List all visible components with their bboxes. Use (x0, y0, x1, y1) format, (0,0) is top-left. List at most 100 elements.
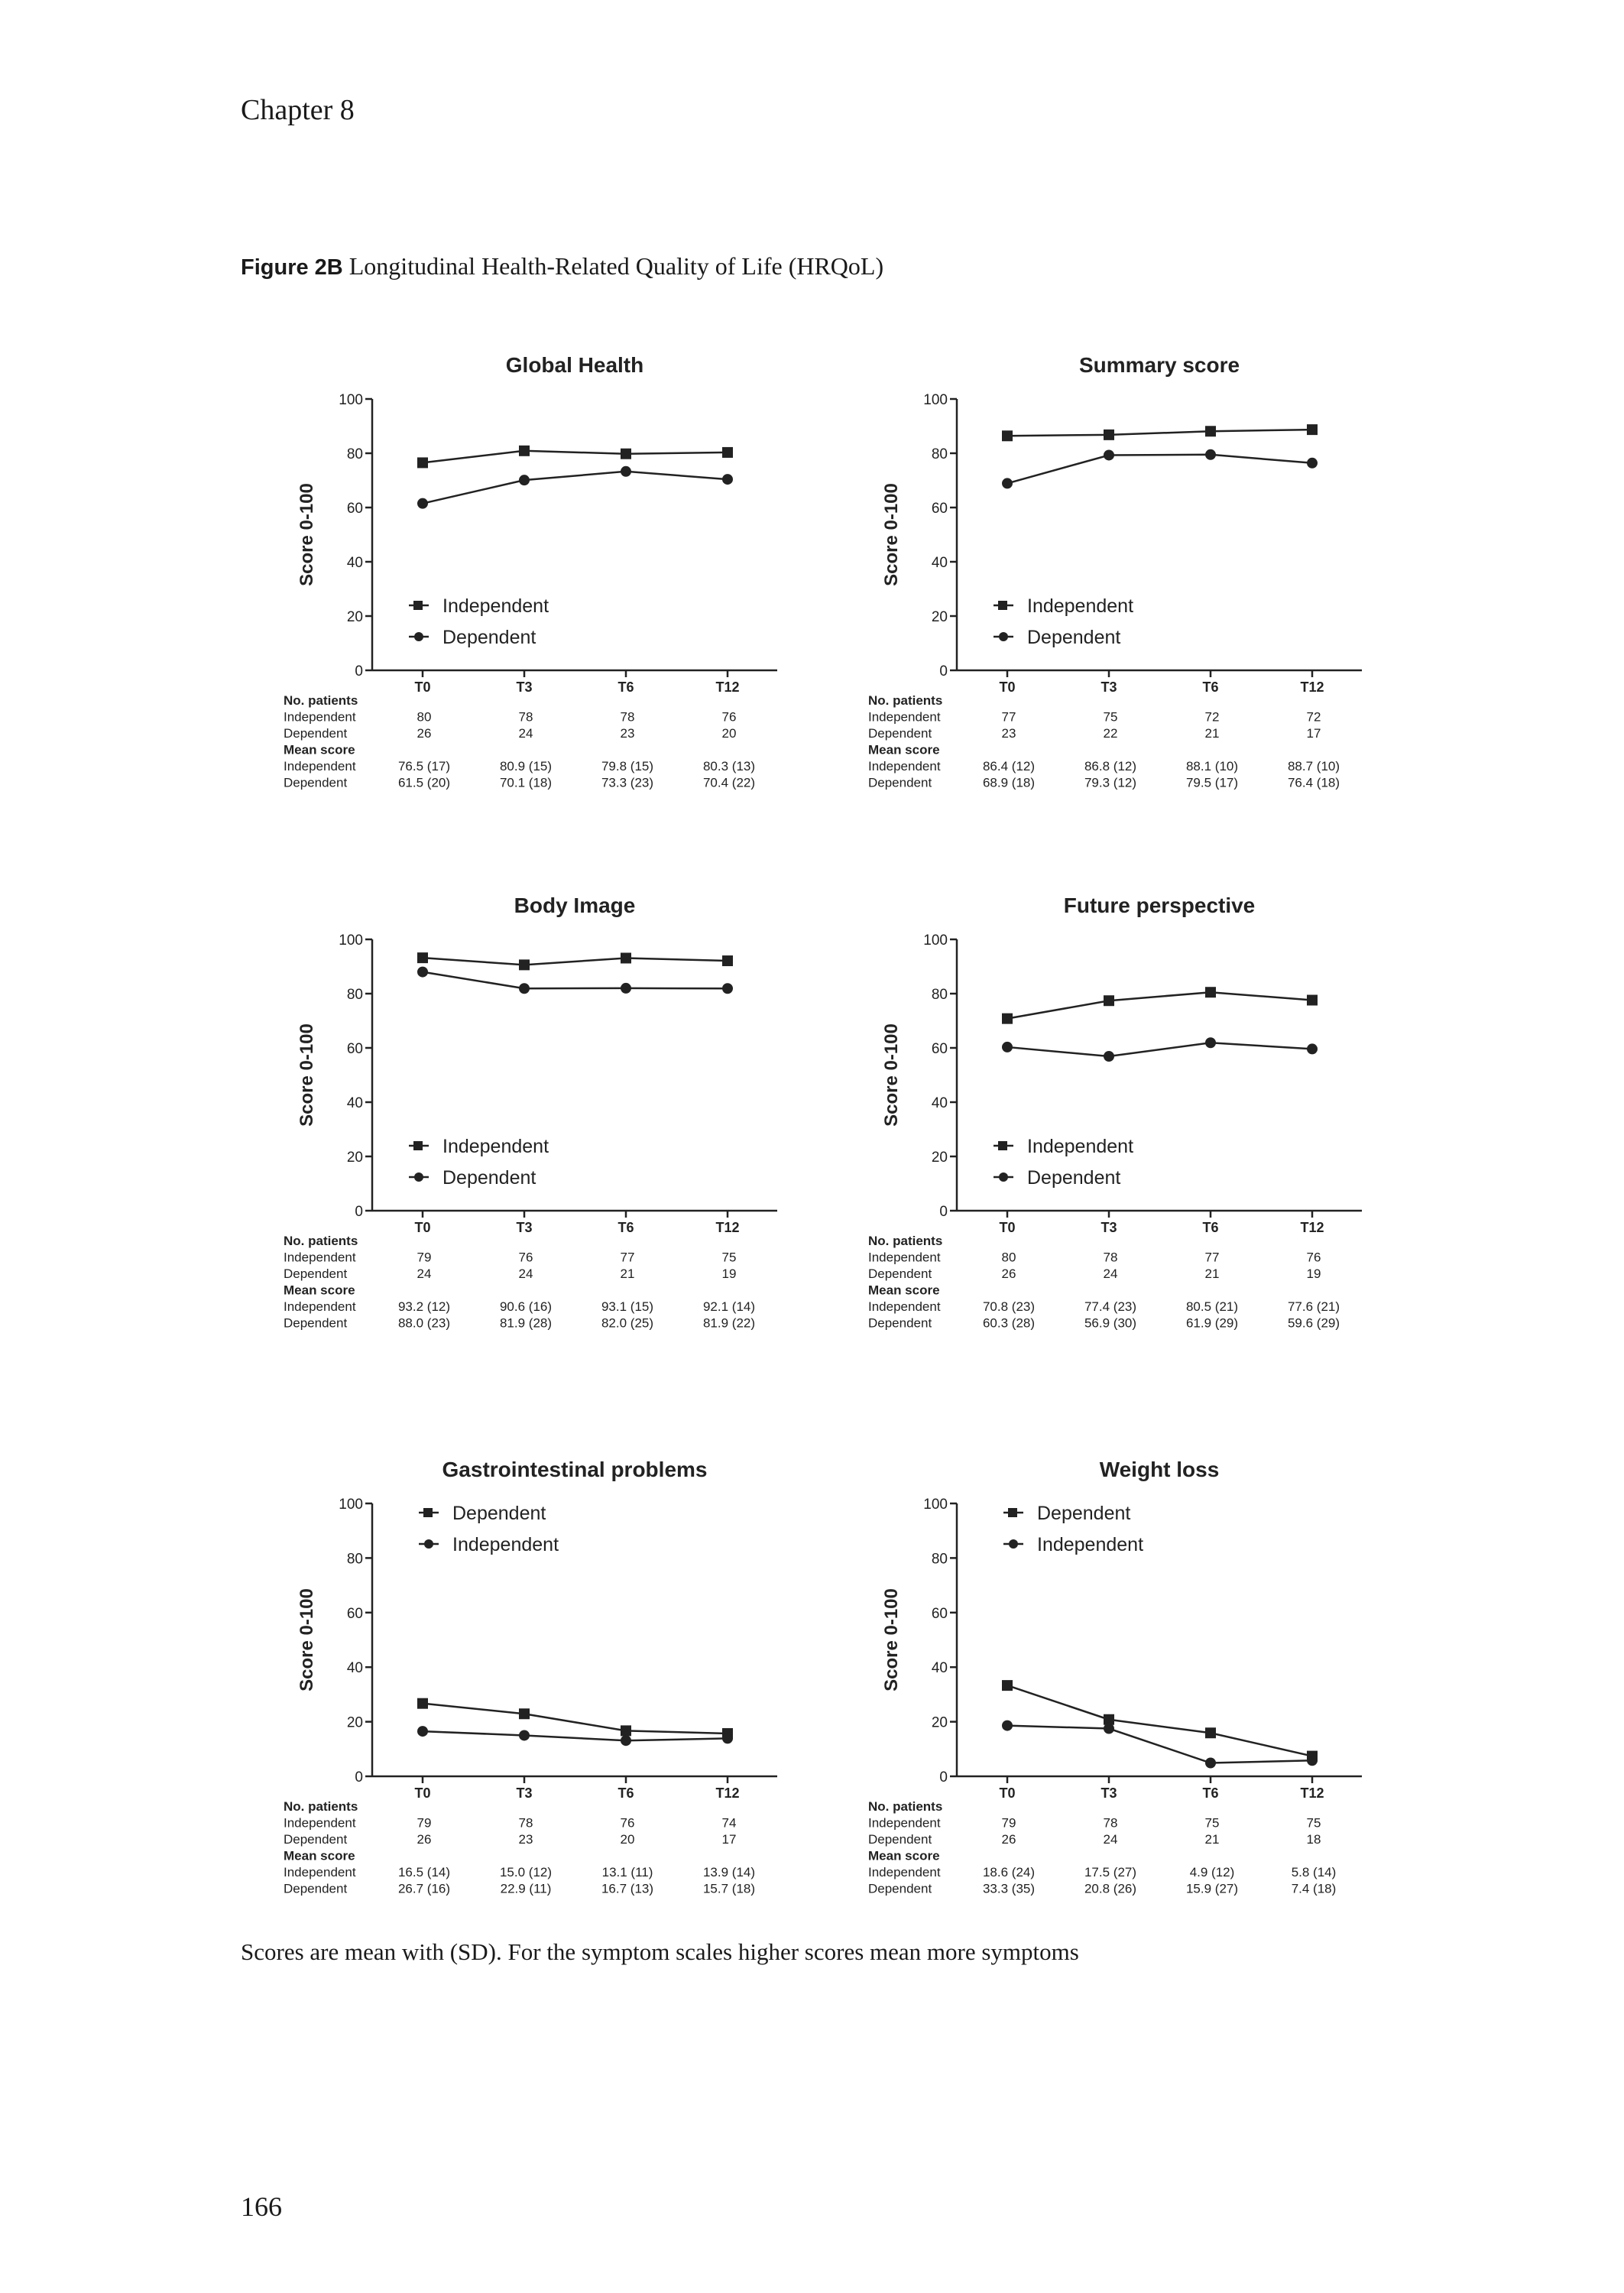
table-row-label: Dependent (868, 776, 932, 790)
table-row-label: Mean score (868, 743, 940, 757)
table-row-label: Dependent (284, 726, 347, 741)
chart-panel: Gastrointestinal problems Score 0-100 0 20 4… (284, 1458, 777, 1896)
table-row-label: Mean score (868, 1849, 940, 1863)
x-tick-label: T6 (618, 1785, 634, 1801)
table-cell: 20.8 (26) (1084, 1882, 1136, 1896)
table-cell: 88.1 (10) (1186, 759, 1238, 774)
x-tick-label: T12 (715, 1785, 739, 1801)
data-point-circle (1104, 1051, 1114, 1062)
table-cell: 20 (621, 1832, 635, 1847)
table-cell: 76 (1307, 1250, 1321, 1265)
table-row-label: No. patients (284, 1234, 358, 1248)
y-tick-label: 40 (347, 555, 363, 571)
table-cell: 20 (722, 726, 737, 741)
figure-footnote: Scores are mean with (SD). For the sympt… (241, 1938, 1079, 1965)
table-cell: 17 (722, 1832, 737, 1847)
table-cell: 61.5 (20) (398, 776, 450, 790)
y-axis-label: Score 0-100 (881, 483, 902, 586)
y-tick-label: 80 (347, 446, 363, 462)
table-cell: 76 (722, 710, 737, 725)
data-point-circle (1205, 1037, 1216, 1049)
x-tick-label: T12 (715, 1220, 739, 1235)
table-cell: 78 (519, 1816, 533, 1831)
chart-title: Summary score (1079, 353, 1240, 377)
table-cell: 70.1 (18) (500, 776, 552, 790)
data-point-square (417, 1698, 428, 1709)
data-point-circle (417, 966, 428, 978)
table-row-label: No. patients (868, 1799, 942, 1814)
y-tick-label: 40 (932, 1660, 948, 1676)
table-row-label: Dependent (284, 1882, 347, 1896)
table-cell: 21 (1205, 726, 1220, 741)
data-point-square (519, 445, 530, 456)
table-cell: 16.5 (14) (398, 1865, 450, 1879)
table-cell: 26 (417, 1832, 432, 1847)
table-row-label: Independent (868, 1250, 941, 1265)
x-tick-label: T12 (1300, 1785, 1324, 1801)
data-point-square (621, 1725, 631, 1737)
data-point-circle (1307, 457, 1318, 469)
table-row-label: Independent (284, 759, 356, 774)
table-cell: 92.1 (14) (703, 1299, 755, 1314)
table-cell: 74 (722, 1816, 737, 1831)
table-cell: 80 (417, 710, 432, 725)
data-point-circle (1104, 449, 1114, 461)
table-cell: 22.9 (11) (501, 1882, 552, 1896)
data-point-circle (1307, 1755, 1318, 1766)
table-cell: 77.6 (21) (1288, 1299, 1340, 1314)
y-tick-label: 0 (939, 1204, 948, 1220)
table-row-label: No. patients (284, 1799, 358, 1814)
table-row-label: Independent (284, 1865, 356, 1879)
figure-caption: Figure 2B Longitudinal Health-Related Qu… (241, 252, 883, 281)
data-point-circle (722, 474, 733, 485)
y-axis-label: Score 0-100 (297, 483, 317, 586)
data-point-square (1307, 424, 1318, 436)
table-row-label: Independent (868, 1299, 941, 1314)
x-tick-label: T12 (1300, 1220, 1324, 1235)
y-tick-label: 100 (923, 1497, 948, 1513)
legend-label: Dependent (1027, 1167, 1120, 1189)
legend-square-marker (998, 601, 1007, 610)
table-cell: 81.9 (28) (500, 1316, 552, 1331)
series-line-independent (422, 449, 728, 464)
data-point-circle (1002, 1720, 1013, 1731)
table-cell: 77.4 (23) (1084, 1299, 1136, 1314)
data-point-circle (519, 1730, 530, 1741)
table-cell: 76 (519, 1250, 533, 1265)
y-tick-label: 40 (347, 1660, 363, 1676)
y-tick-label: 20 (932, 1715, 948, 1731)
data-point-square (1002, 1680, 1013, 1691)
table-cell: 24 (1104, 1267, 1118, 1281)
x-tick-label: T3 (1100, 1220, 1117, 1235)
table-cell: 79.5 (17) (1186, 776, 1238, 790)
y-tick-label: 80 (932, 987, 948, 1003)
table-cell: 79 (1002, 1816, 1016, 1831)
table-cell: 33.3 (35) (983, 1882, 1035, 1896)
y-tick-label: 80 (932, 1551, 948, 1567)
y-tick-label: 0 (939, 1769, 948, 1785)
legend-label: Independent (442, 1136, 549, 1157)
data-point-square (1002, 1013, 1013, 1024)
table-row-label: No. patients (284, 693, 358, 708)
legend-square-marker (998, 1141, 1007, 1150)
y-tick-label: 0 (355, 1769, 363, 1785)
data-point-circle (1205, 1757, 1216, 1769)
table-row-label: Independent (284, 1299, 356, 1314)
data-point-circle (621, 982, 631, 994)
y-tick-label: 0 (355, 1204, 363, 1220)
y-tick-label: 100 (339, 392, 363, 408)
data-point-square (621, 448, 631, 459)
table-row-label: Independent (868, 1865, 941, 1879)
table-cell: 80 (1002, 1250, 1016, 1265)
x-tick-label: T3 (516, 1220, 532, 1235)
table-cell: 88.0 (23) (398, 1316, 450, 1331)
x-tick-label: T12 (715, 679, 739, 695)
table-cell: 86.8 (12) (1084, 759, 1136, 774)
table-cell: 13.1 (11) (602, 1865, 653, 1879)
y-axis-label: Score 0-100 (881, 1588, 902, 1691)
data-point-square (1205, 426, 1216, 437)
chart-panel: Body Image Score 0-100 0 20 40 60 80 100 T0 T3 T6 T… (284, 894, 777, 1331)
table-cell: 15.0 (12) (500, 1865, 552, 1879)
table-cell: 79 (417, 1816, 432, 1831)
data-point-circle (1307, 1043, 1318, 1055)
